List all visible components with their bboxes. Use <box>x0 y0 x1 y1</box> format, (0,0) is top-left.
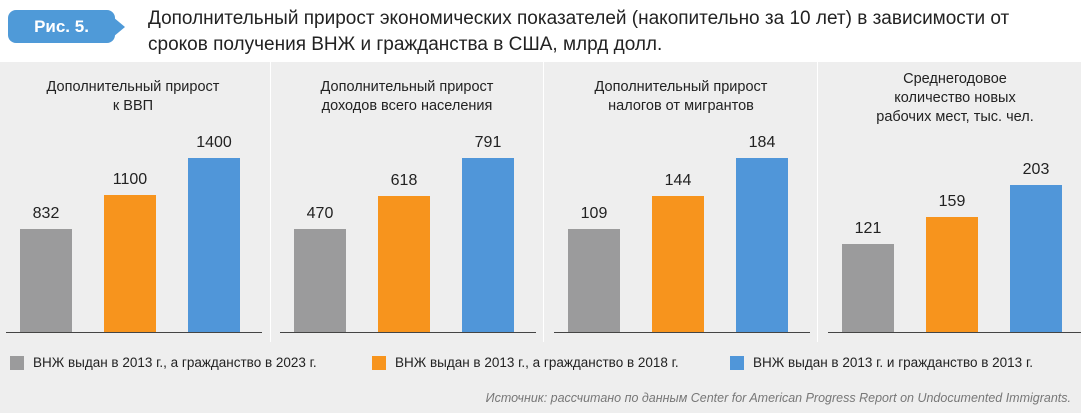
bar-value-label: 159 <box>938 192 966 210</box>
legend-swatch <box>372 355 386 370</box>
chart-title-line: доходов всего населения <box>321 98 493 114</box>
bar <box>736 157 788 332</box>
chart-title: Дополнительный прирост доходов всего насе… <box>282 78 532 116</box>
bar <box>294 228 346 332</box>
legend-label: ВНЖ выдан в 2013 г. и гражданство в 2013… <box>753 355 1033 370</box>
legend-item: ВНЖ выдан в 2013 г. и гражданство в 2013… <box>730 355 1033 370</box>
bar <box>462 157 514 332</box>
legend-label: ВНЖ выдан в 2013 г., а гражданство в 202… <box>33 355 317 370</box>
bar-value-label: 832 <box>32 204 60 222</box>
bar <box>926 216 978 332</box>
bar-value-label: 144 <box>664 171 692 189</box>
chart-title-line: налогов от мигрантов <box>608 98 754 114</box>
bar-value-label: 121 <box>854 220 882 238</box>
chart-title-line: Дополнительный прирост <box>46 79 220 95</box>
bar-value-label: 109 <box>580 204 608 222</box>
chart-baseline <box>6 332 262 333</box>
chart-title-line: Среднегодовое <box>903 71 1007 87</box>
chart-title: Среднегодовое количество новых рабочих мес… <box>830 70 1080 127</box>
figure-title: Дополнительный прирост экономических пок… <box>148 6 1068 58</box>
legend-swatch <box>730 355 744 370</box>
chart-title-line: рабочих мест, тыс. чел. <box>876 109 1034 125</box>
legend-item: ВНЖ выдан в 2013 г., а гражданство в 201… <box>372 355 679 370</box>
chart-baseline <box>280 332 536 333</box>
legend-swatch <box>10 355 24 370</box>
figure-header: Рис. 5. Дополнительный прирост экономиче… <box>0 0 1081 62</box>
bar-value-label: 1100 <box>112 171 148 189</box>
bar <box>188 157 240 332</box>
panel-divider <box>543 62 544 342</box>
bar-value-label: 184 <box>748 133 776 151</box>
bar-value-label: 1400 <box>196 133 232 151</box>
chart-title-line: Дополнительный прирост <box>594 79 768 95</box>
bar <box>378 196 430 332</box>
legend: ВНЖ выдан в 2013 г., а гражданство в 202… <box>0 355 1081 379</box>
bar-value-label: 203 <box>1022 161 1050 178</box>
bar-value-label: 618 <box>390 172 418 190</box>
figure-title-line-1: Дополнительный прирост экономических пок… <box>148 8 1010 29</box>
figure-title-line-2: сроков получения ВНЖ и гражданства в США… <box>148 34 663 55</box>
chart-title-line: Дополнительный прирост <box>320 79 494 95</box>
panel-divider <box>817 62 818 342</box>
panel-divider <box>270 62 271 342</box>
bar <box>104 195 156 332</box>
chart-title-line: количество новых <box>894 90 1016 106</box>
chart-title: Дополнительный прирост к ВВП <box>8 78 258 116</box>
chart-baseline <box>828 332 1081 333</box>
bar <box>1010 185 1062 332</box>
bar <box>568 228 620 332</box>
chart-title: Дополнительный прирост налогов от мигрант… <box>556 78 806 116</box>
source-note: Источник: рассчитано по данным Center fo… <box>485 391 1071 405</box>
bar <box>20 228 72 332</box>
bar-value-label: 791 <box>474 133 502 151</box>
legend-label: ВНЖ выдан в 2013 г., а гражданство в 201… <box>395 355 679 370</box>
bar <box>842 244 894 332</box>
figure-number-badge: Рис. 5. <box>8 10 115 43</box>
bar <box>652 195 704 332</box>
chart-panel-background <box>0 62 1081 413</box>
chart-baseline <box>554 332 810 333</box>
legend-item: ВНЖ выдан в 2013 г., а гражданство в 202… <box>10 355 317 370</box>
bar-value-label: 470 <box>306 204 334 222</box>
badge-arrow-icon <box>113 17 125 37</box>
chart-title-line: к ВВП <box>112 98 154 114</box>
